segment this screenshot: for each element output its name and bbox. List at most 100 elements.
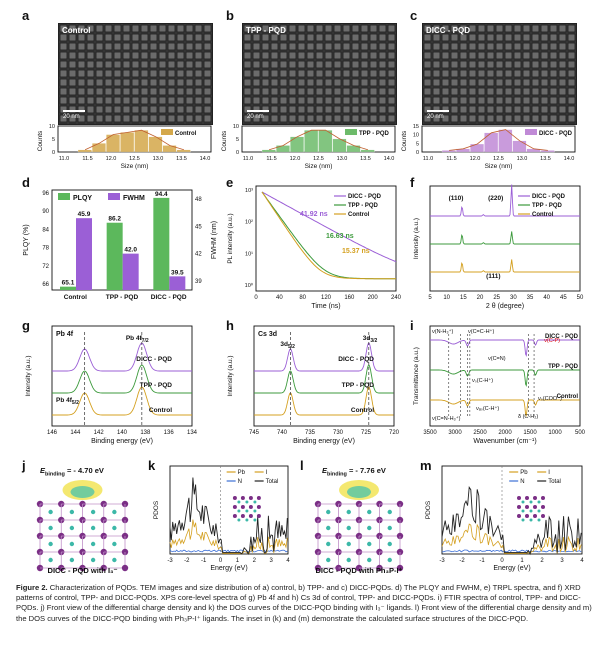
xtick: 20 (477, 295, 484, 301)
legend-label: PLQY (73, 195, 92, 202)
legend-label: Total (548, 479, 561, 485)
dos-pb (441, 523, 582, 555)
xtick: 740 (277, 430, 288, 436)
hist-bar (484, 132, 499, 153)
hist-ylabel: Counts (221, 130, 228, 151)
plot-frame (169, 465, 289, 555)
hist-ytick: 0 (52, 150, 55, 156)
panel-label-i: i (410, 318, 414, 333)
xrd-series (430, 184, 580, 217)
series-label: Control (149, 407, 172, 414)
xtick: 142 (94, 430, 105, 436)
ylabel-left: PLQY (%) (23, 224, 30, 255)
xtick: 30 (510, 295, 517, 301)
xtick: 735 (305, 430, 316, 436)
xtick: 25 (493, 295, 500, 301)
xtick: 2500 (473, 430, 487, 436)
inset-atom (253, 509, 257, 513)
atom-cs (387, 509, 392, 515)
panel-label-k: k (148, 458, 156, 473)
scale-text: 20 nm (427, 114, 444, 120)
hist-xtick: 14.0 (384, 156, 395, 162)
hist-bar (162, 145, 177, 153)
charge-density-cyan (70, 486, 95, 498)
tem-label: DICC - PQD (426, 26, 470, 35)
hist-bar (512, 140, 527, 153)
hist-xtick: 12.0 (470, 156, 481, 162)
hist-bar (290, 136, 305, 153)
series-label: DICC - PQD (545, 334, 579, 340)
trpl-series (261, 191, 397, 263)
inset-atom (240, 514, 245, 518)
xtick: 2000 (498, 430, 512, 436)
hist-ytick: 5 (236, 137, 239, 143)
xtick: 500 (575, 430, 586, 436)
xtick: 725 (361, 430, 372, 436)
ylabel: Intensity (a.u.) (227, 355, 234, 396)
plot-frame (51, 325, 193, 427)
legend-label: Total (266, 479, 279, 485)
tau-control: 15.37 ns (342, 248, 370, 255)
atom-cs (367, 525, 372, 531)
xtick: 3 (560, 558, 564, 564)
hist-xtick: 11.0 (243, 156, 253, 162)
xtick: 720 (389, 430, 400, 436)
atom-cs (326, 557, 331, 563)
xps-series (52, 364, 192, 394)
atom-cs (346, 509, 351, 515)
inset-atom (253, 518, 257, 522)
legend-swatch (345, 129, 357, 135)
ytick-left: 66 (42, 282, 49, 288)
chart-dos-k: PDOS Energy (eV) -3 -2 -1 0 1 2 3 4 Pb I N Total (153, 465, 290, 572)
legend-label: Control (532, 212, 554, 218)
panel-label-d: d (22, 175, 30, 190)
chart-xps-pb: Intensity (a.u.) Binding energy (eV) 146 14… (25, 325, 198, 445)
value-label-fwhm: 42.0 (124, 247, 137, 254)
value-label-fwhm: 45.9 (78, 211, 91, 218)
xtick: 40 (543, 295, 550, 301)
tem-texture (59, 24, 212, 124)
xtick: 80 (299, 295, 306, 301)
atom-cs (367, 557, 372, 563)
value-label-plqy: 65.1 (62, 280, 75, 287)
xlabel: Energy (eV) (210, 565, 247, 572)
gaussian-fit (268, 129, 369, 151)
atom-cs (90, 557, 96, 563)
inset-atom (232, 514, 237, 518)
dos-total (441, 485, 582, 556)
chart-ftir: Transmittance (a.u.) Wavenumber (cm⁻¹) 350… (413, 325, 586, 445)
hist-bar (134, 130, 149, 153)
inset-atom (256, 514, 261, 518)
hist-bar (275, 145, 290, 153)
ytick-right: 42 (195, 252, 202, 258)
atom-pb (396, 564, 404, 572)
atom-cs (48, 509, 53, 515)
hist-bar (148, 136, 163, 153)
xtick: TPP - PQD (106, 294, 139, 301)
inset-atom (533, 496, 537, 500)
atom-cs (69, 557, 75, 563)
xps-series (254, 386, 394, 416)
bar-plqy (153, 197, 170, 290)
plot-frame (253, 325, 395, 427)
legend-label: I (548, 470, 550, 476)
atom-cs (69, 509, 75, 515)
tem-image-tpp: TPP - PQD 20 nm (242, 23, 397, 125)
xlabel: Time (ns) (311, 303, 340, 310)
gaussian-fit (449, 129, 548, 151)
xtick: 120 (321, 295, 332, 301)
hist-ytick: 10 (413, 133, 419, 139)
ftir-series (430, 369, 580, 388)
hist-xtick: 13.5 (360, 156, 371, 162)
series-label: TPP - PQD (342, 382, 375, 389)
figure-caption: Figure 2. Characterization of PQDs. TEM … (16, 583, 594, 624)
legend-label: TPP - PQD (532, 203, 563, 209)
inset-atom (517, 496, 521, 500)
xtick: 2 (253, 558, 257, 564)
hist-bar (318, 130, 333, 153)
xlabel: Binding energy (eV) (91, 438, 153, 445)
tem-label: Control (62, 26, 91, 35)
hist-ytick: 5 (416, 141, 419, 147)
scale-text: 20 nm (247, 114, 264, 120)
xtick: 0 (254, 295, 258, 301)
